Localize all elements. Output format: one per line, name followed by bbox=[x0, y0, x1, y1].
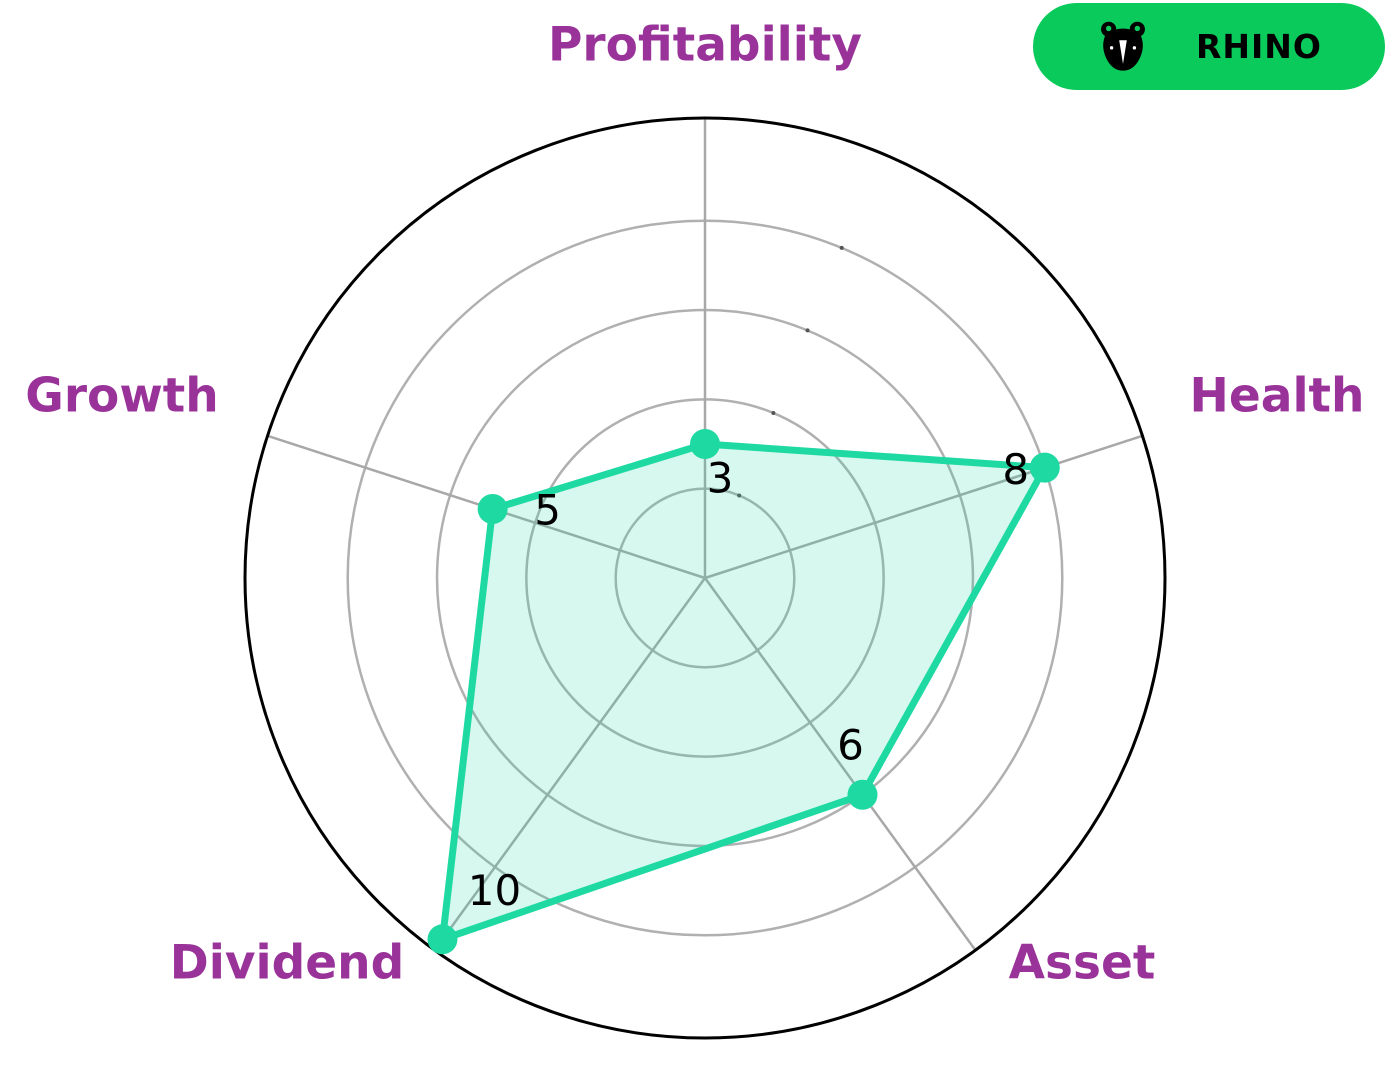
series-badge: RHINO bbox=[1033, 3, 1385, 90]
rhino-icon bbox=[1101, 21, 1145, 71]
series-badge-label: RHINO bbox=[1196, 27, 1322, 66]
axis-spoke-health bbox=[704, 434, 1143, 580]
axis-label-asset: Asset bbox=[1009, 936, 1156, 991]
value-label-profitability: 3 bbox=[707, 454, 734, 503]
axis-label-growth: Growth bbox=[25, 369, 218, 424]
value-label-health: 8 bbox=[1002, 445, 1029, 494]
series-polygon-rhino bbox=[438, 440, 1049, 943]
data-point-asset bbox=[847, 779, 878, 810]
outer-circle bbox=[243, 116, 1167, 1040]
value-label-asset: 6 bbox=[837, 720, 864, 769]
rtick-4 bbox=[771, 410, 776, 415]
axis-label-dividend: Dividend bbox=[170, 936, 405, 991]
rtick-2 bbox=[737, 493, 742, 498]
axis-label-health: Health bbox=[1190, 369, 1365, 424]
data-point-health bbox=[1029, 452, 1060, 483]
axis-spoke-asset bbox=[703, 577, 977, 951]
value-label-growth: 5 bbox=[534, 485, 561, 534]
data-point-growth bbox=[477, 493, 508, 524]
axis-label-profitability: Profitability bbox=[548, 18, 862, 73]
value-label-dividend: 10 bbox=[468, 866, 521, 915]
rtick-8 bbox=[839, 245, 844, 250]
rtick-6 bbox=[805, 328, 810, 333]
axis-spoke-dividend bbox=[433, 577, 707, 951]
data-point-dividend bbox=[427, 924, 458, 955]
data-point-profitability bbox=[690, 429, 720, 460]
